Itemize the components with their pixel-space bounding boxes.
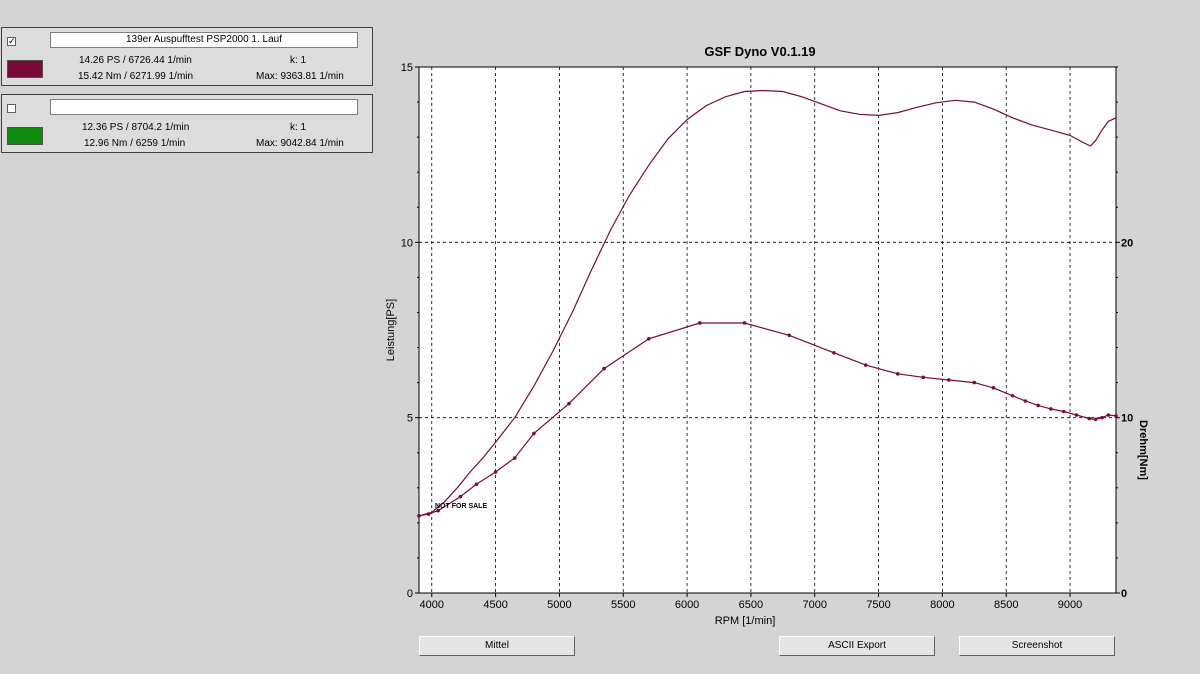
x-tick-label: 8000 xyxy=(930,599,954,611)
torque-data-point xyxy=(742,321,747,325)
run-panel-2: 12.36 PS / 8704.2 1/min k: 1 12.96 Nm / … xyxy=(1,94,373,153)
torque-data-point xyxy=(972,380,977,385)
x-tick-label: 7000 xyxy=(802,599,826,611)
run-2-color-swatch[interactable] xyxy=(7,127,43,145)
watermark-not-for-sale: NOT FOR SALE xyxy=(435,503,487,510)
x-tick-label: 7500 xyxy=(866,599,890,611)
torque-data-point xyxy=(1049,407,1053,411)
y-tick-label: 10 xyxy=(401,237,413,249)
run-panel-1: ✓ 139er Auspufftest PSP2000 1. Lauf 14.2… xyxy=(1,27,373,86)
torque-data-point xyxy=(567,401,571,406)
run-1-checkbox[interactable]: ✓ xyxy=(7,36,16,46)
y-tick-label: 15 xyxy=(401,62,413,74)
torque-data-point xyxy=(863,363,868,367)
torque-data-point xyxy=(1061,409,1066,414)
torque-data-point xyxy=(512,456,517,460)
torque-data-point xyxy=(895,372,900,376)
plot-area xyxy=(418,66,1117,594)
run-2-k-value: k: 1 xyxy=(290,122,307,133)
run-2-max-rpm: Max: 9042.84 1/min xyxy=(256,138,344,149)
torque-data-point xyxy=(946,378,951,382)
torque-data-point xyxy=(1087,416,1091,421)
torque-data-point xyxy=(698,321,702,325)
y-tick-label: 5 xyxy=(407,413,413,425)
power-series-line xyxy=(418,89,1117,517)
torque-data-point xyxy=(991,386,996,390)
torque-data-point xyxy=(1106,413,1111,417)
y2-tick-label: 20 xyxy=(1121,237,1133,249)
x-tick-label: 5500 xyxy=(611,599,635,611)
run-1-k-value: k: 1 xyxy=(290,55,307,66)
torque-data-point xyxy=(426,512,431,516)
torque-data-point xyxy=(532,431,536,436)
mittel-button[interactable]: Mittel xyxy=(419,636,575,656)
y2-axis-label: Drehm[Nm] xyxy=(1137,420,1149,480)
torque-data-point xyxy=(1023,399,1028,403)
torque-data-point xyxy=(1010,393,1015,398)
x-tick-label: 6500 xyxy=(739,599,763,611)
x-tick-label: 5000 xyxy=(547,599,571,611)
torque-data-point xyxy=(1036,403,1040,408)
run-2-checkbox[interactable] xyxy=(7,104,16,113)
torque-data-point xyxy=(493,470,498,474)
x-tick-label: 4500 xyxy=(483,599,507,611)
run-1-torque-readout: 15.42 Nm / 6271.99 1/min xyxy=(78,71,194,82)
x-axis-label: RPM [1/min] xyxy=(715,615,776,627)
x-tick-label: 9000 xyxy=(1058,599,1082,611)
torque-data-point xyxy=(458,494,463,499)
torque-data-point xyxy=(832,350,836,355)
run-1-name-field[interactable]: 139er Auspufftest PSP2000 1. Lauf xyxy=(50,32,358,48)
torque-data-point xyxy=(1074,413,1079,417)
run-1-color-swatch[interactable] xyxy=(7,60,43,78)
torque-data-point xyxy=(787,333,792,338)
torque-data-point xyxy=(1114,414,1118,418)
torque-data-point xyxy=(921,375,926,380)
torque-data-point xyxy=(1093,417,1098,422)
run-1-power-readout: 14.26 PS / 6726.44 1/min xyxy=(79,55,192,66)
torque-data-point xyxy=(436,508,440,513)
torque-data-point xyxy=(417,514,421,518)
torque-data-point xyxy=(602,366,606,371)
y2-tick-label: 10 xyxy=(1121,413,1133,425)
y2-tick-label: 0 xyxy=(1121,588,1127,600)
run-1-max-rpm: Max: 9363.81 1/min xyxy=(256,71,344,82)
x-tick-label: 6000 xyxy=(675,599,699,611)
screenshot-button[interactable]: Screenshot xyxy=(959,636,1115,656)
y-axis-label: Leistung[PS] xyxy=(385,299,397,361)
torque-data-point xyxy=(1100,415,1104,420)
run-2-power-readout: 12.36 PS / 8704.2 1/min xyxy=(82,122,190,133)
plot-title: GSF Dyno V0.1.19 xyxy=(704,44,816,59)
y-tick-label: 0 xyxy=(407,588,413,600)
torque-data-point xyxy=(646,336,651,341)
torque-series-line xyxy=(418,322,1117,517)
run-2-name-field[interactable] xyxy=(50,99,358,115)
torque-data-point xyxy=(474,482,479,487)
ascii-export-button[interactable]: ASCII Export xyxy=(779,636,935,656)
x-tick-label: 4000 xyxy=(420,599,444,611)
x-tick-label: 8500 xyxy=(994,599,1018,611)
run-2-torque-readout: 12.96 Nm / 6259 1/min xyxy=(84,138,186,149)
